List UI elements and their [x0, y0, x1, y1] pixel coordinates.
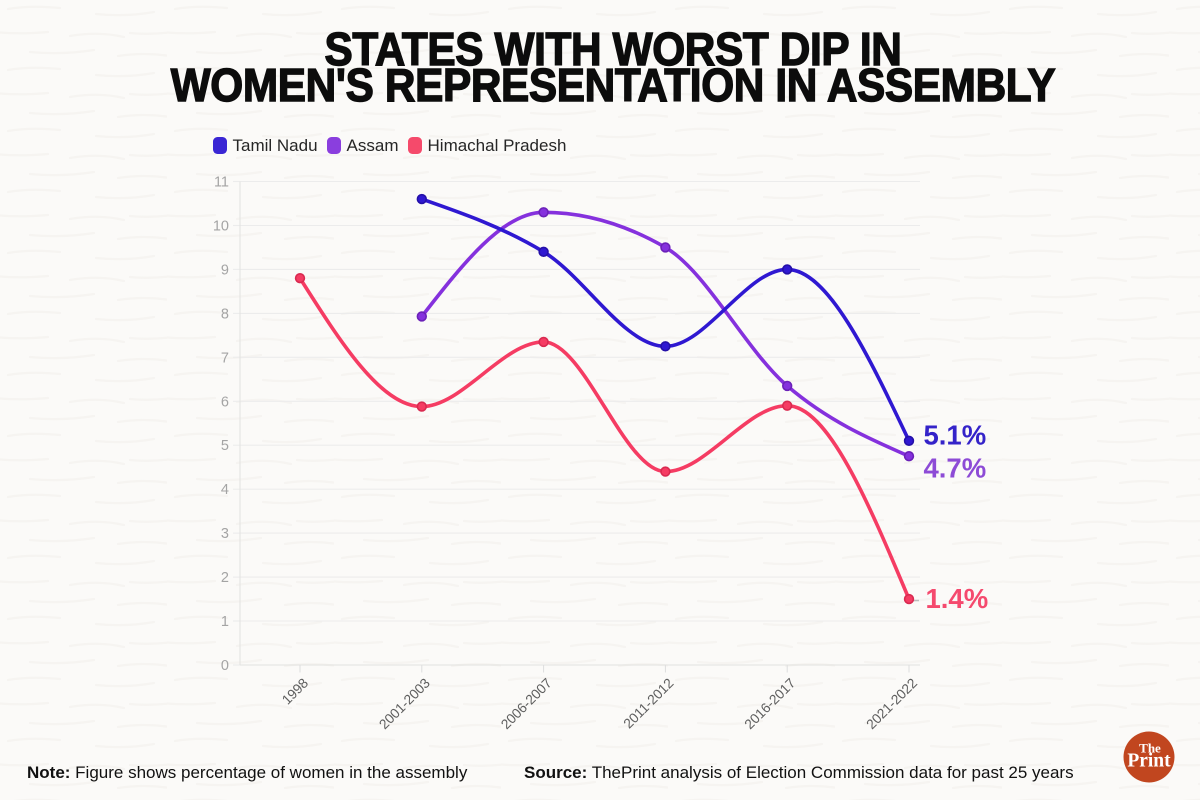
svg-text:1: 1 [221, 614, 229, 630]
svg-text:The: The [1139, 741, 1161, 756]
svg-text:4: 4 [221, 482, 229, 498]
svg-text:0: 0 [221, 658, 229, 674]
svg-text:6: 6 [221, 394, 229, 410]
svg-text:2011-2012: 2011-2012 [621, 676, 677, 732]
svg-text:9: 9 [221, 262, 229, 278]
svg-text:2: 2 [221, 570, 229, 586]
svg-text:5: 5 [221, 438, 229, 454]
svg-text:11: 11 [214, 175, 229, 191]
svg-text:4.7%: 4.7% [924, 453, 987, 484]
svg-text:10: 10 [213, 219, 229, 235]
svg-text:3: 3 [221, 526, 229, 542]
svg-text:8: 8 [221, 306, 229, 322]
svg-text:5.1%: 5.1% [924, 420, 987, 451]
svg-text:1998: 1998 [279, 675, 311, 707]
svg-text:7: 7 [221, 350, 229, 366]
svg-text:2021-2022: 2021-2022 [863, 676, 920, 733]
svg-text:Print: Print [1127, 751, 1171, 772]
svg-text:1.4%: 1.4% [926, 583, 989, 614]
svg-text:2006-2007: 2006-2007 [498, 676, 555, 733]
svg-text:2016-2017: 2016-2017 [742, 676, 799, 733]
svg-text:2001-2003: 2001-2003 [376, 675, 433, 732]
